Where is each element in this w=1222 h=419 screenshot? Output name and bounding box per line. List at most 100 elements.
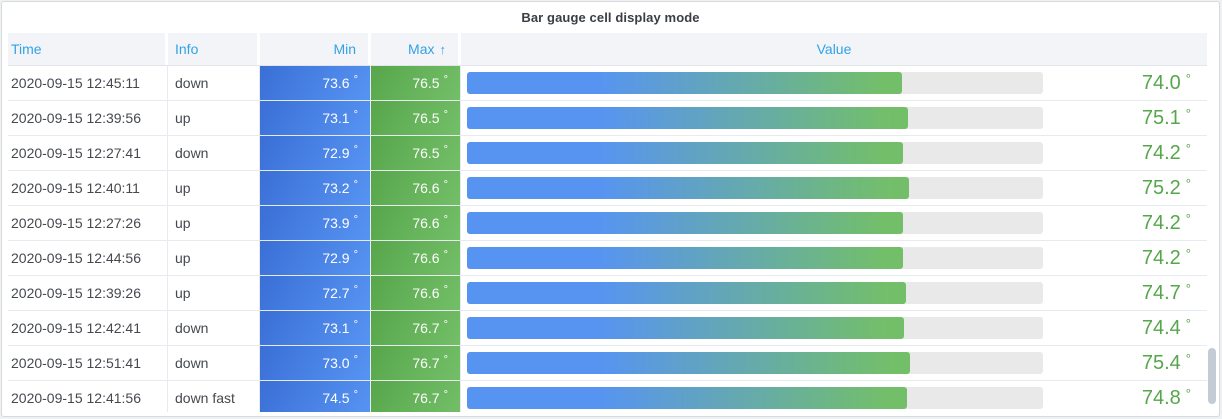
bar-gauge-fill xyxy=(467,142,903,164)
panel-title: Bar gauge cell display mode xyxy=(521,10,700,25)
value-number: 74.2 xyxy=(1141,246,1181,269)
info-value: up xyxy=(175,215,191,231)
min-color-background: 72.7 ° xyxy=(260,276,370,310)
value-text: 74.7 ° xyxy=(1142,276,1191,310)
cell-time: 2020-09-15 12:27:41 xyxy=(8,136,168,170)
info-value: down xyxy=(175,355,209,371)
cell-value-bar-gauge: 75.1 ° xyxy=(461,101,1207,135)
cell-max: 76.7 ° xyxy=(371,381,461,412)
bar-gauge-fill xyxy=(467,177,909,199)
cell-max: 76.5 ° xyxy=(371,101,461,135)
max-value: 76.5 xyxy=(412,75,440,91)
degree-unit: ° xyxy=(353,354,358,366)
time-value: 2020-09-15 12:51:41 xyxy=(11,355,141,371)
degree-unit: ° xyxy=(353,319,358,331)
value-text: 74.4 ° xyxy=(1142,311,1191,345)
max-value: 76.6 xyxy=(412,285,440,301)
time-value: 2020-09-15 12:45:11 xyxy=(11,75,140,91)
cell-time: 2020-09-15 12:42:41 xyxy=(8,311,168,345)
cell-info: up xyxy=(168,171,260,205)
degree-unit: ° xyxy=(353,214,358,226)
degree-unit: ° xyxy=(443,354,448,366)
time-value: 2020-09-15 12:27:41 xyxy=(11,145,141,161)
cell-min: 72.9 ° xyxy=(260,136,371,170)
value-number: 74.8 xyxy=(1141,386,1181,409)
cell-value-bar-gauge: 74.2 ° xyxy=(461,136,1207,170)
cell-min: 73.1 ° xyxy=(260,311,371,345)
column-header-info[interactable]: Info xyxy=(168,33,260,65)
max-value: 76.7 xyxy=(412,390,440,406)
info-value: up xyxy=(175,250,191,266)
column-header-value[interactable]: Value xyxy=(461,33,1207,65)
bar-gauge-track xyxy=(467,72,1043,94)
time-value: 2020-09-15 12:44:56 xyxy=(11,250,141,266)
bar-gauge-fill xyxy=(467,387,907,409)
cell-info: down fast xyxy=(168,381,260,412)
degree-unit: ° xyxy=(1185,175,1191,191)
value-number: 75.4 xyxy=(1141,351,1181,374)
cell-min: 73.9 ° xyxy=(260,206,371,240)
table-row: 2020-09-15 12:42:41 down 73.1 ° 76.7 ° 74.4 ° xyxy=(8,311,1207,346)
degree-unit: ° xyxy=(443,214,448,226)
cell-max: 76.6 ° xyxy=(371,276,461,310)
degree-unit: ° xyxy=(1185,245,1191,261)
cell-value-bar-gauge: 74.8 ° xyxy=(461,381,1207,412)
degree-unit: ° xyxy=(443,144,448,156)
degree-unit: ° xyxy=(1185,105,1191,121)
cell-info: down xyxy=(168,66,260,100)
cell-info: down xyxy=(168,346,260,380)
degree-unit: ° xyxy=(1185,385,1191,401)
min-value: 72.9 xyxy=(322,145,350,161)
degree-unit: ° xyxy=(353,249,358,261)
table-row: 2020-09-15 12:44:56 up 72.9 ° 76.6 ° 74.2 ° xyxy=(8,241,1207,276)
table-row: 2020-09-15 12:39:56 up 73.1 ° 76.5 ° 75.1 ° xyxy=(8,101,1207,136)
column-header-min[interactable]: Min xyxy=(260,33,371,65)
cell-info: up xyxy=(168,101,260,135)
degree-unit: ° xyxy=(353,284,358,296)
table-row: 2020-09-15 12:27:26 up 73.9 ° 76.6 ° 74.2 ° xyxy=(8,206,1207,241)
column-header-time[interactable]: Time xyxy=(8,33,168,65)
bar-gauge-track xyxy=(467,282,1043,304)
cell-value-bar-gauge: 74.4 ° xyxy=(461,311,1207,345)
cell-min: 74.5 ° xyxy=(260,381,371,412)
degree-unit: ° xyxy=(1185,140,1191,156)
degree-unit: ° xyxy=(1185,70,1191,86)
degree-unit: ° xyxy=(353,74,358,86)
value-text: 74.0 ° xyxy=(1142,66,1191,100)
max-color-background: 76.7 ° xyxy=(371,311,460,345)
cell-time: 2020-09-15 12:27:26 xyxy=(8,206,168,240)
bar-gauge-track xyxy=(467,317,1043,339)
cell-time: 2020-09-15 12:39:56 xyxy=(8,101,168,135)
cell-min: 72.9 ° xyxy=(260,241,371,275)
vertical-scrollbar-thumb[interactable] xyxy=(1208,348,1216,404)
table-row: 2020-09-15 12:40:11 up 73.2 ° 76.6 ° 75.2 ° xyxy=(8,171,1207,206)
info-value: up xyxy=(175,180,191,196)
cell-time: 2020-09-15 12:45:11 xyxy=(8,66,168,100)
value-text: 74.2 ° xyxy=(1142,241,1191,275)
degree-unit: ° xyxy=(443,179,448,191)
sort-ascending-icon: ↑ xyxy=(439,41,447,57)
bar-gauge-track xyxy=(467,142,1043,164)
max-color-background: 76.5 ° xyxy=(371,66,460,100)
panel-header[interactable]: Bar gauge cell display mode xyxy=(2,2,1219,33)
cell-info: down xyxy=(168,311,260,345)
degree-unit: ° xyxy=(1185,210,1191,226)
min-color-background: 73.2 ° xyxy=(260,171,370,205)
time-value: 2020-09-15 12:39:56 xyxy=(11,110,141,126)
column-header-max[interactable]: Max ↑ xyxy=(371,33,461,65)
min-color-background: 74.5 ° xyxy=(260,381,370,412)
cell-value-bar-gauge: 74.0 ° xyxy=(461,66,1207,100)
column-header-label: Min xyxy=(333,41,356,57)
value-text: 74.2 ° xyxy=(1142,206,1191,240)
max-color-background: 76.6 ° xyxy=(371,241,460,275)
column-header-label: Time xyxy=(11,41,42,57)
cell-info: up xyxy=(168,241,260,275)
bar-gauge-track xyxy=(467,107,1043,129)
max-value: 76.7 xyxy=(412,355,440,371)
info-value: down xyxy=(175,320,209,336)
info-value: down xyxy=(175,145,209,161)
table-row: 2020-09-15 12:27:41 down 72.9 ° 76.5 ° 74.2 ° xyxy=(8,136,1207,171)
min-color-background: 73.1 ° xyxy=(260,101,370,135)
bar-gauge-track xyxy=(467,387,1043,409)
